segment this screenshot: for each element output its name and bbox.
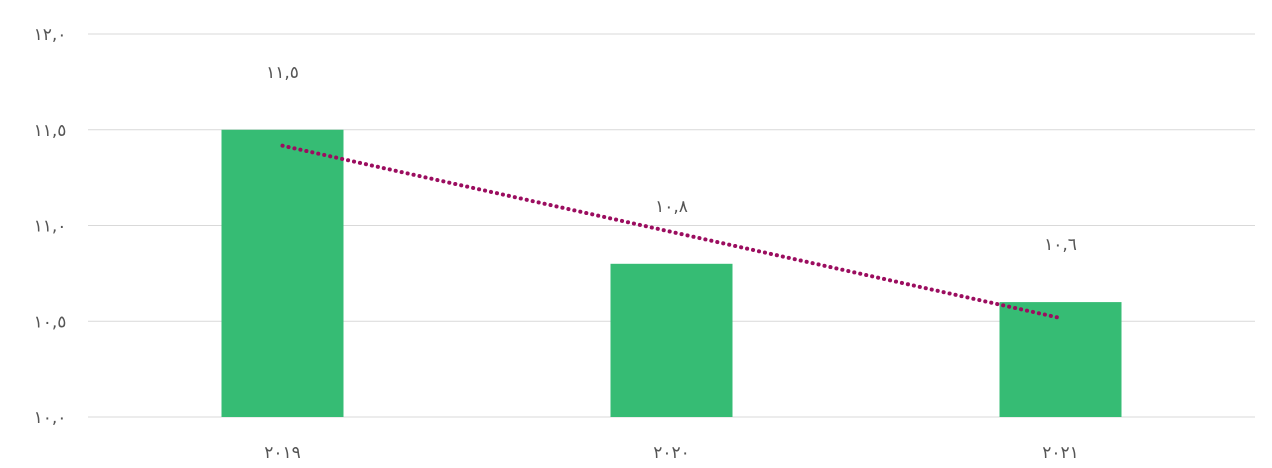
data-labels: ١١,٥ ١٠,٨ ١٠,٦ — [266, 63, 1077, 255]
bars — [221, 129, 1122, 417]
data-label: ١١,٥ — [266, 63, 299, 83]
x-tick-label: ٢٠٢١ — [1042, 443, 1079, 463]
trendline — [280, 143, 1063, 321]
data-label: ١٠,٨ — [655, 197, 688, 217]
y-tick-label: ١٠,٥ — [34, 312, 67, 332]
data-label: ١٠,٦ — [1044, 235, 1077, 255]
x-tick-label: ٢٠٢٠ — [653, 443, 690, 463]
trendline-path — [280, 143, 1063, 321]
bar — [221, 129, 344, 417]
x-axis: ٢٠١٩ ٢٠٢٠ ٢٠٢١ — [264, 443, 1079, 463]
bar — [999, 302, 1122, 417]
y-tick-label: ١١,٠ — [34, 217, 67, 237]
y-tick-label: ١٢,٠ — [34, 25, 67, 45]
x-tick-label: ٢٠١٩ — [264, 443, 301, 463]
y-tick-label: ١١,٥ — [34, 121, 67, 141]
bar — [610, 263, 733, 417]
y-tick-label: ١٠,٠ — [34, 408, 67, 428]
y-axis: ١٠,٠ ١٠,٥ ١١,٠ ١١,٥ ١٢,٠ — [34, 25, 67, 428]
